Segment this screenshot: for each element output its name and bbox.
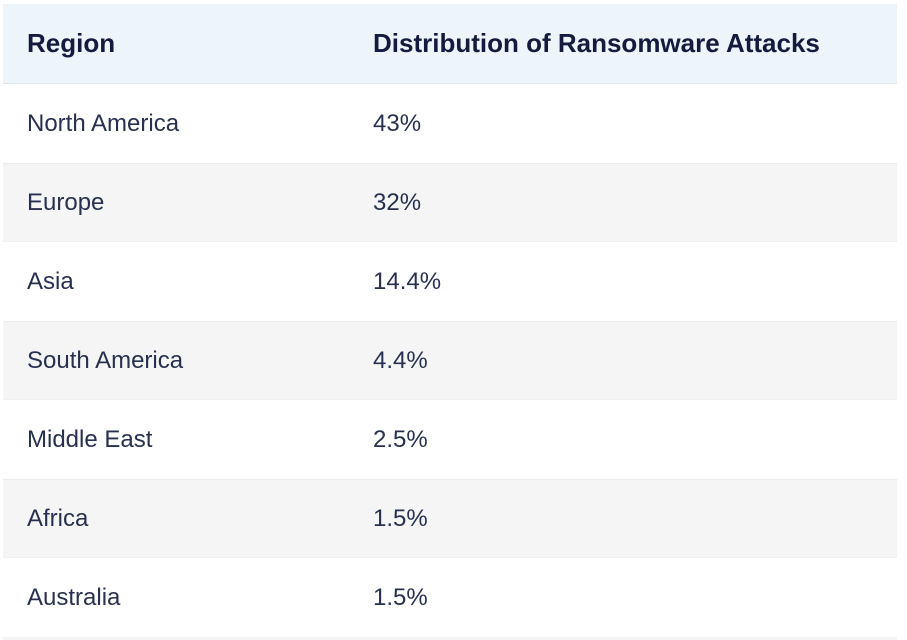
region-cell: Australia [27, 583, 121, 611]
region-cell: South America [27, 346, 184, 374]
table-header-row: Region Distribution of Ransomware Attack… [3, 4, 897, 84]
table-row-europe: Europe 32% [3, 163, 897, 242]
next-row-sliver [3, 637, 897, 640]
share-cell: 2.5% [373, 425, 428, 453]
ransomware-distribution-table: Region Distribution of Ransomware Attack… [3, 4, 897, 640]
share-cell: 14.4% [373, 267, 442, 295]
table-row-north-america: North America 43% [3, 84, 897, 163]
region-cell: Asia [27, 267, 74, 295]
page: Region Distribution of Ransomware Attack… [0, 4, 907, 640]
region-cell: Africa [27, 504, 89, 532]
table-row-africa: Africa 1.5% [3, 479, 897, 558]
region-cell: North America [27, 109, 180, 137]
column-header-distribution: Distribution of Ransomware Attacks [373, 28, 820, 58]
region-cell: Middle East [27, 425, 153, 453]
column-header-region: Region [27, 28, 116, 58]
table-row-australia: Australia 1.5% [3, 558, 897, 637]
share-cell: 1.5% [373, 504, 428, 532]
share-cell: 4.4% [373, 346, 428, 374]
table-row-asia: Asia 14.4% [3, 242, 897, 321]
share-cell: 43% [373, 109, 422, 137]
table-row-south-america: South America 4.4% [3, 321, 897, 400]
table-row-middle-east: Middle East 2.5% [3, 400, 897, 479]
share-cell: 32% [373, 188, 422, 216]
region-cell: Europe [27, 188, 105, 216]
share-cell: 1.5% [373, 583, 428, 611]
